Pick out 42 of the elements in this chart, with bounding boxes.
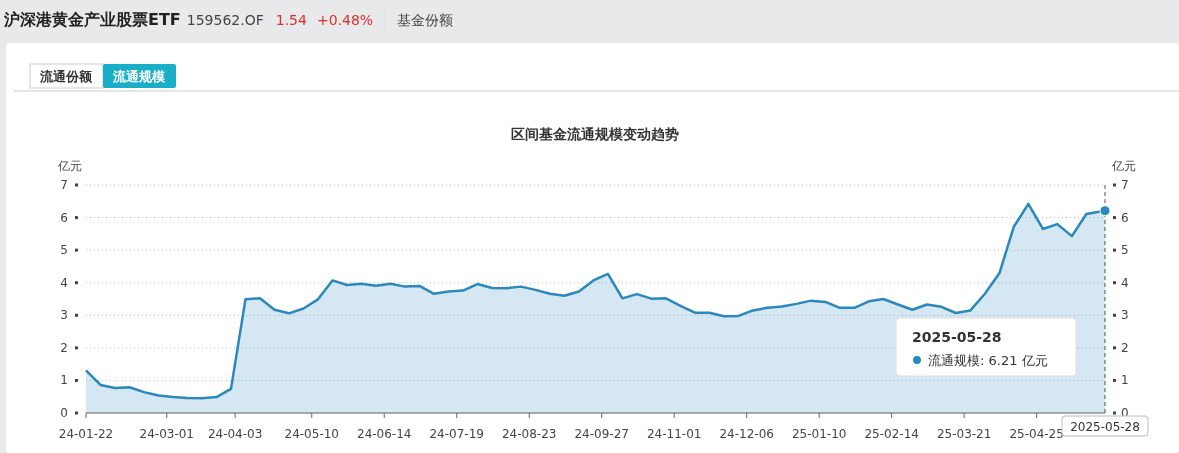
chart-title: 区间基金流通规模变动趋势 bbox=[511, 126, 679, 142]
x-tick-label: 25-02-14 bbox=[864, 427, 919, 441]
y2-tick-label: 3 bbox=[1121, 308, 1129, 323]
text: 159562.OF bbox=[186, 12, 264, 28]
y2-tick-label: 7 bbox=[1121, 178, 1129, 192]
y-tick-label: 5 bbox=[60, 243, 68, 258]
x-tick-label: 24-12-06 bbox=[719, 427, 774, 441]
x-tick-label: 24-11-01 bbox=[646, 427, 702, 441]
text: +0.48% bbox=[316, 12, 374, 28]
y2-axis-title: 亿元 bbox=[1111, 159, 1136, 173]
y2-tick-label: 4 bbox=[1121, 275, 1129, 290]
x-tick-label: 24-03-01 bbox=[139, 427, 195, 441]
text: 1.54 bbox=[275, 12, 308, 28]
y-tick-label: 1 bbox=[60, 373, 68, 388]
y2-tick-label: 6 bbox=[1121, 210, 1129, 225]
y-tick-label: 6 bbox=[60, 210, 68, 225]
text: 沪深港黄金产业股票ETF bbox=[3, 10, 181, 29]
annotation: 流通规模: 6.21 亿元 bbox=[928, 353, 1048, 368]
text: 流通规模 bbox=[112, 69, 165, 84]
annotation: 2025-05-28 bbox=[912, 329, 1002, 345]
text: 流通份额 bbox=[39, 69, 93, 84]
y-tick-label: 2 bbox=[60, 340, 68, 355]
y-tick-label: 4 bbox=[60, 275, 68, 290]
x-tick-label: 24-05-10 bbox=[284, 427, 339, 441]
y2-tick-label: 2 bbox=[1121, 340, 1129, 355]
x-tick-label: 24-08-23 bbox=[501, 427, 557, 441]
y-tick-label: 7 bbox=[60, 178, 68, 192]
text: 基金份额 bbox=[397, 12, 454, 28]
x-tick-label: 24-09-27 bbox=[574, 427, 629, 441]
y2-tick-label: 1 bbox=[1121, 373, 1129, 388]
x-tick-label: 24-06-14 bbox=[357, 427, 412, 441]
x-tick-label: 25-01-10 bbox=[791, 427, 847, 441]
y2-tick-label: 5 bbox=[1121, 243, 1129, 258]
x-tick-label: 24-01-22 bbox=[58, 427, 114, 441]
ref-line-label: 2025-05-28 bbox=[1070, 420, 1140, 434]
x-tick-label: 25-04-25 bbox=[1009, 427, 1064, 441]
x-tick-label: 24-04-03 bbox=[207, 427, 263, 441]
x-tick-label: 24-07-19 bbox=[429, 427, 484, 441]
y-tick-label: 3 bbox=[60, 308, 68, 323]
y-tick-label: 0 bbox=[60, 406, 68, 420]
x-tick-label: 25-03-21 bbox=[936, 427, 992, 441]
y-axis-title: 亿元 bbox=[57, 159, 82, 173]
